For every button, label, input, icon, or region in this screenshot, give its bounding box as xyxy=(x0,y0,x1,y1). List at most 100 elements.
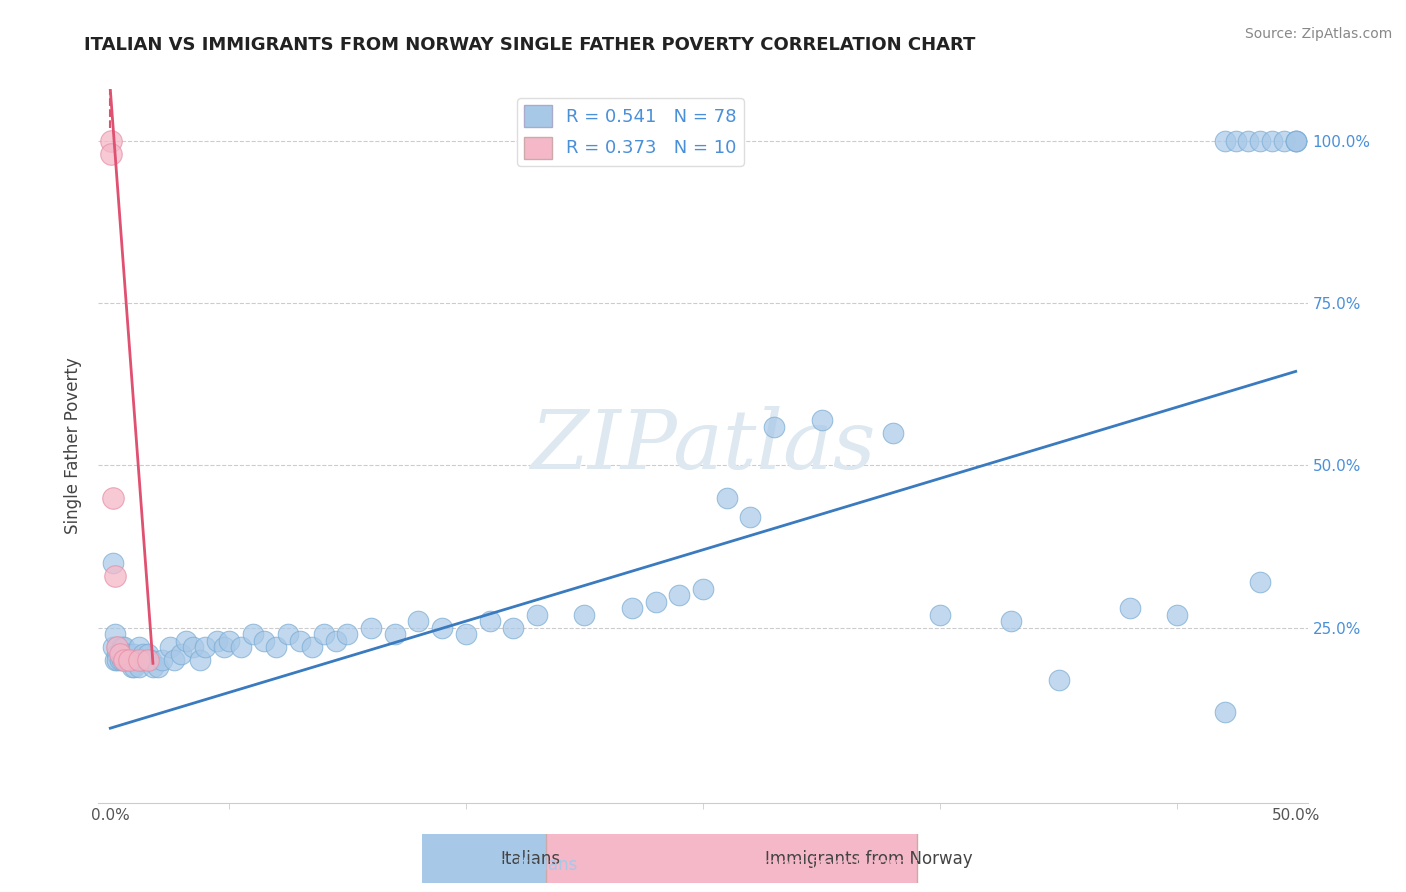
Point xyxy=(159,640,181,654)
Point xyxy=(408,614,430,628)
Point xyxy=(115,653,138,667)
Point xyxy=(1237,134,1260,148)
Point xyxy=(1213,134,1236,148)
Text: □  Immigrants from Norway: □ Immigrants from Norway xyxy=(685,855,918,873)
Text: ZIPatlas: ZIPatlas xyxy=(530,406,876,486)
Point xyxy=(118,653,141,667)
Point xyxy=(229,640,252,654)
Point xyxy=(716,491,738,505)
Point xyxy=(454,627,477,641)
Point xyxy=(181,640,204,654)
Point xyxy=(152,653,174,667)
Point xyxy=(121,653,143,667)
Point xyxy=(100,147,122,161)
Point xyxy=(136,647,159,661)
Legend: R = 0.541   N = 78, R = 0.373   N = 10: R = 0.541 N = 78, R = 0.373 N = 10 xyxy=(517,98,744,166)
Point xyxy=(135,653,157,667)
Point xyxy=(740,510,762,524)
Point xyxy=(1225,134,1247,148)
Point xyxy=(644,595,666,609)
Point xyxy=(115,647,138,661)
Point xyxy=(128,640,150,654)
Point xyxy=(810,413,832,427)
Point xyxy=(1249,134,1271,148)
Point xyxy=(118,653,141,667)
Point xyxy=(105,640,128,654)
Point xyxy=(108,647,131,661)
Point xyxy=(1249,575,1271,590)
Point xyxy=(104,627,127,641)
Point xyxy=(142,659,165,673)
Point xyxy=(763,419,786,434)
Point xyxy=(105,640,128,654)
Point xyxy=(325,633,347,648)
Point xyxy=(105,653,128,667)
FancyBboxPatch shape xyxy=(281,830,652,888)
Point xyxy=(132,647,155,661)
Point xyxy=(218,633,240,648)
Point xyxy=(111,647,134,661)
Point xyxy=(100,134,122,148)
Point xyxy=(121,659,143,673)
Point xyxy=(212,640,235,654)
Point xyxy=(692,582,714,596)
Point xyxy=(478,614,501,628)
Point xyxy=(114,640,136,654)
Point xyxy=(526,607,548,622)
Point xyxy=(163,653,186,667)
Point xyxy=(101,556,124,570)
Text: Immigrants from Norway: Immigrants from Norway xyxy=(765,849,973,868)
Point xyxy=(288,633,311,648)
Point xyxy=(111,653,134,667)
Point xyxy=(190,653,212,667)
Point xyxy=(104,568,127,582)
Point xyxy=(128,659,150,673)
Point xyxy=(620,601,643,615)
Point xyxy=(1000,614,1022,628)
Point xyxy=(111,640,134,654)
Point xyxy=(118,647,141,661)
Point xyxy=(1213,705,1236,719)
Point xyxy=(146,659,169,673)
Point xyxy=(1272,134,1295,148)
Text: ITALIAN VS IMMIGRANTS FROM NORWAY SINGLE FATHER POVERTY CORRELATION CHART: ITALIAN VS IMMIGRANTS FROM NORWAY SINGLE… xyxy=(84,36,976,54)
Point xyxy=(125,653,148,667)
Point xyxy=(312,627,335,641)
Point xyxy=(668,588,690,602)
Point xyxy=(360,621,382,635)
Point xyxy=(384,627,406,641)
Point xyxy=(101,640,124,654)
Point xyxy=(129,653,152,667)
Point xyxy=(253,633,276,648)
Point xyxy=(174,633,197,648)
Point xyxy=(108,653,131,667)
Point xyxy=(170,647,193,661)
Point xyxy=(432,621,454,635)
Point xyxy=(929,607,952,622)
Point xyxy=(242,627,264,641)
FancyBboxPatch shape xyxy=(546,830,917,888)
Point xyxy=(1285,134,1308,148)
Point xyxy=(105,647,128,661)
Point xyxy=(128,653,150,667)
Point xyxy=(114,653,136,667)
Point xyxy=(194,640,217,654)
Point xyxy=(101,491,124,505)
Point xyxy=(1285,134,1308,148)
Point xyxy=(136,653,159,667)
Point xyxy=(139,653,162,667)
Point xyxy=(122,647,145,661)
Y-axis label: Single Father Poverty: Single Father Poverty xyxy=(65,358,83,534)
Point xyxy=(205,633,228,648)
Point xyxy=(264,640,287,654)
Point xyxy=(122,659,145,673)
Point xyxy=(104,653,127,667)
Point xyxy=(301,640,323,654)
Point xyxy=(108,647,131,661)
Point xyxy=(1047,673,1070,687)
Point xyxy=(114,653,136,667)
Point xyxy=(1119,601,1142,615)
Text: Source: ZipAtlas.com: Source: ZipAtlas.com xyxy=(1244,27,1392,41)
Point xyxy=(1261,134,1284,148)
Point xyxy=(1285,134,1308,148)
